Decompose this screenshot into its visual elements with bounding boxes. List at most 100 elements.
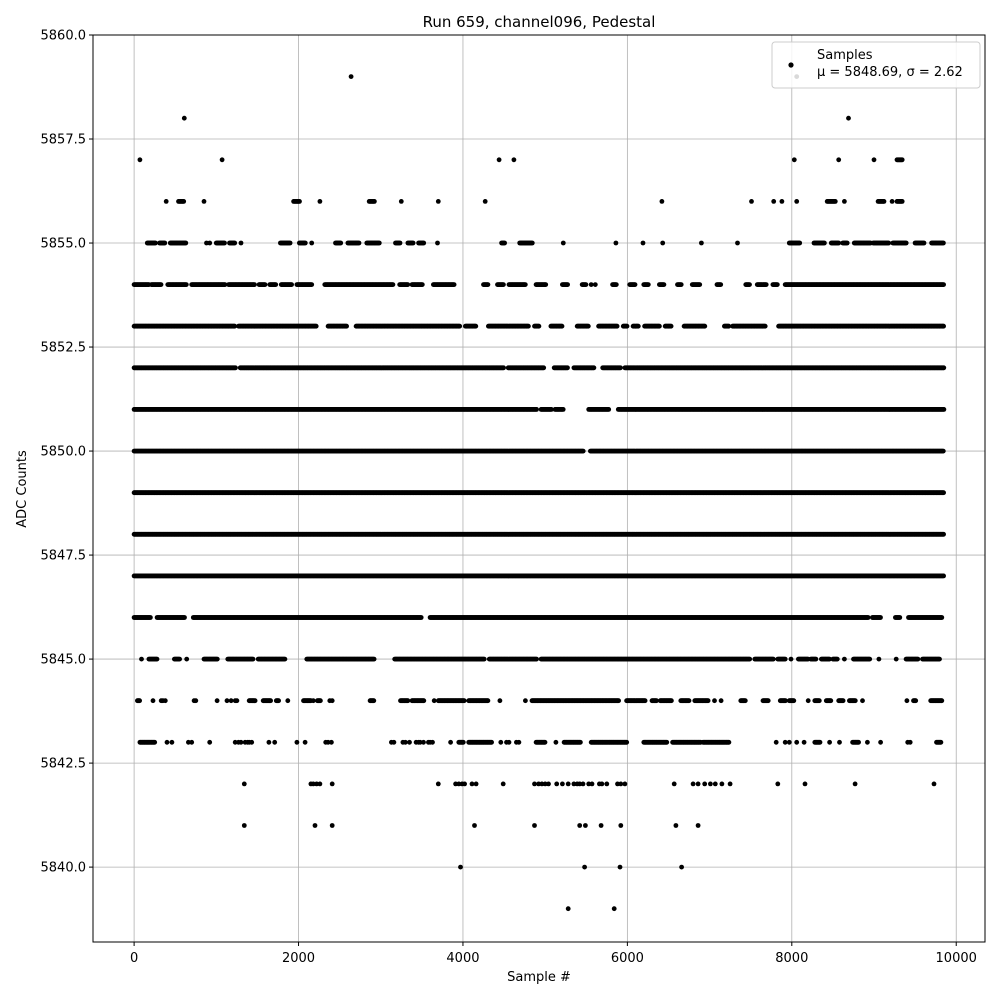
sample-point <box>534 656 539 662</box>
sample-point <box>294 739 300 745</box>
sample-point <box>616 698 621 704</box>
sample-point <box>783 698 788 704</box>
sample-point <box>852 698 858 704</box>
sample-point <box>148 615 153 620</box>
sample-point <box>272 739 278 745</box>
sample-point <box>577 823 583 828</box>
sample-point <box>622 781 628 787</box>
sample-point <box>405 698 411 704</box>
sample-point <box>329 698 335 704</box>
sample-point <box>456 781 462 787</box>
sample-point <box>193 698 199 704</box>
sample-point <box>931 781 937 787</box>
sample-point <box>276 698 281 704</box>
sample-point <box>554 781 560 787</box>
sample-point <box>582 864 587 870</box>
sample-point <box>577 781 583 787</box>
sample-point <box>285 698 291 704</box>
sample-point <box>391 739 397 745</box>
sample-point <box>571 781 577 787</box>
sample-point <box>232 739 238 745</box>
sample-point <box>435 781 441 787</box>
sample-point <box>268 698 273 704</box>
sample-point <box>565 906 571 912</box>
sample-point <box>498 739 504 745</box>
sample-point <box>695 781 701 787</box>
sample-point <box>695 823 701 828</box>
sample-point <box>418 615 424 620</box>
sample-point <box>865 739 870 745</box>
sample-point <box>679 864 684 870</box>
sample-point <box>182 615 187 620</box>
sample-point <box>252 698 258 704</box>
sample-point <box>937 656 942 662</box>
sample-point <box>654 698 659 704</box>
sample-point <box>708 781 713 787</box>
sample-point <box>673 823 679 828</box>
sample-point <box>317 781 323 787</box>
sample-point <box>913 698 919 704</box>
sample-point <box>941 531 946 537</box>
sample-point <box>801 739 807 745</box>
sample-point <box>813 656 819 662</box>
sample-point <box>615 781 620 787</box>
sample-point <box>747 656 753 662</box>
sample-point <box>611 906 617 912</box>
sample-point <box>904 698 910 704</box>
sample-point <box>329 781 335 787</box>
sample-point <box>137 698 143 704</box>
sample-point <box>837 739 842 745</box>
sample-point <box>329 823 335 828</box>
sample-point <box>938 739 944 745</box>
sample-point <box>473 781 479 787</box>
sample-point <box>690 781 696 787</box>
sample-point <box>234 698 240 704</box>
sample-point <box>897 615 903 620</box>
sample-point <box>671 781 677 787</box>
sample-point <box>598 823 604 828</box>
sample-point <box>770 656 776 662</box>
sample-point <box>430 739 435 745</box>
sample-point <box>214 656 220 662</box>
sample-point <box>794 739 800 745</box>
sample-point <box>786 739 792 745</box>
sample-point <box>302 739 308 745</box>
sample-point <box>154 656 160 662</box>
sample-point <box>624 739 630 745</box>
sample-point <box>371 656 377 662</box>
sample-point <box>816 698 822 704</box>
sample-point <box>421 698 427 704</box>
sample-point <box>536 781 541 787</box>
sample-point <box>856 739 861 745</box>
sample-point <box>516 739 522 745</box>
sample-point <box>266 739 272 745</box>
sample-point <box>565 781 571 787</box>
sample-point <box>164 739 170 745</box>
sample-point <box>469 781 475 787</box>
sample-point <box>580 781 586 787</box>
sample-point <box>642 698 648 704</box>
sample-point <box>788 656 794 662</box>
sample-point <box>177 656 183 662</box>
sample-point <box>312 823 318 828</box>
sample-point <box>742 698 748 704</box>
sample-point <box>726 739 732 745</box>
sample-point <box>578 739 583 745</box>
sample-point <box>765 698 771 704</box>
sample-point <box>560 781 565 787</box>
sample-point <box>878 739 883 745</box>
sample-point <box>318 698 323 704</box>
sample-point <box>431 698 437 704</box>
sample-point <box>162 698 168 704</box>
sample-point <box>860 698 865 704</box>
sample-point <box>876 656 882 662</box>
sample-point <box>497 698 503 704</box>
sample-point <box>207 739 213 745</box>
sample-point <box>238 739 244 745</box>
sample-point <box>500 781 506 787</box>
sample-point <box>618 781 624 787</box>
sample-point <box>727 781 733 787</box>
sample-point <box>523 698 528 704</box>
sample-point <box>325 739 331 745</box>
data-points <box>131 74 947 912</box>
